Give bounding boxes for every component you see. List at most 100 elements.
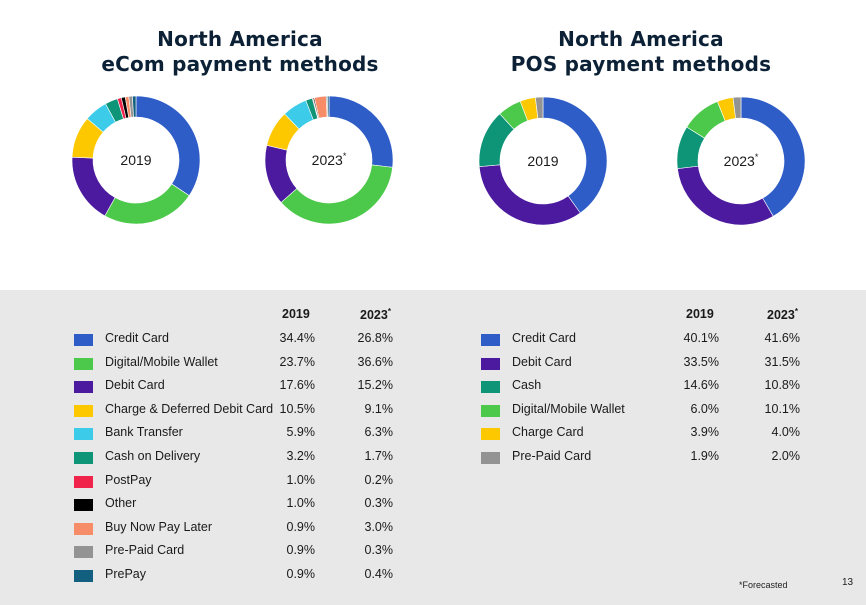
ecom-value-2023: 0.4% (364, 567, 394, 581)
ecom-value-2019: 1.0% (286, 472, 316, 487)
ecom-value-2019: 34.4% (279, 331, 315, 345)
pos-legend-swatch (481, 452, 500, 464)
pos-legend-row: Debit Card 33.5% 31.5% (481, 355, 821, 373)
ecom-2019-center-label: 2019 (120, 152, 151, 168)
ecom-legend-label: Charge & Deferred Debit Card (105, 401, 274, 416)
pos-legend-label: Debit Card (512, 354, 572, 369)
footnote: *Forecasted (739, 580, 788, 590)
ecom-legend-label: Pre-Paid Card (105, 543, 185, 558)
pos-value-2023: 4.0% (771, 425, 801, 440)
ecom-legend-row: Pre-Paid Card 0.9% 0.3% (74, 543, 414, 561)
pos-legend-table: 2019 2023* Credit Card 40.1% 41.6% Debit Card… (481, 307, 821, 507)
ecom-2019-donut: 2019 (71, 95, 201, 225)
pos-title-line1: North America (558, 27, 724, 51)
pos-2019-center-label: 2019 (527, 153, 558, 169)
pos-legend-row: Cash 14.6% 10.8% (481, 378, 821, 396)
pos-2019-donut: 2019 (478, 96, 608, 226)
ecom-value-2023: 36.6% (357, 354, 393, 369)
ecom-legend-label: Buy Now Pay Later (105, 519, 212, 534)
ecom-value-2019: 1.0% (286, 496, 316, 511)
ecom-legend-row: Charge & Deferred Debit Card 10.5% 9.1% (74, 402, 414, 420)
pos-2023-slice-debit-card (677, 165, 774, 226)
ecom-header-2019: 2019 (282, 307, 310, 321)
pos-2023-slice-credit-card (740, 96, 806, 217)
pos-title-line2: POS payment methods (510, 52, 772, 76)
ecom-value-2023: 3.0% (364, 519, 394, 534)
ecom-legend-row: Digital/Mobile Wallet 23.7% 36.6% (74, 355, 414, 373)
ecom-value-2019: 23.7% (279, 354, 315, 369)
ecom-2019-slice-debit-card (71, 156, 116, 217)
ecom-legend-label: PostPay (105, 472, 152, 487)
pos-2023-donut: 2023* (676, 96, 806, 226)
ecom-legend-label: Credit Card (105, 331, 169, 345)
pos-2019-slice-pre-paid-card (535, 96, 544, 119)
pos-legend-swatch (481, 357, 500, 370)
pos-legend-label: Cash (512, 378, 542, 393)
legend-panel (0, 290, 866, 605)
ecom-legend-swatch (74, 404, 93, 417)
ecom-value-2023: 1.7% (364, 449, 394, 463)
ecom-value-2019: 3.2% (286, 449, 316, 463)
ecom-legend-table: 2019 2023* Credit Card 34.4% 26.8% Digital/Mo… (74, 307, 414, 597)
pos-value-2019: 6.0% (690, 401, 720, 416)
ecom-legend-swatch (74, 546, 93, 559)
ecom-legend-label: Debit Card (105, 378, 165, 393)
ecom-title-line2: eCom payment methods (101, 52, 379, 76)
ecom-legend-label: PrePay (105, 567, 146, 581)
pos-value-2023: 10.1% (764, 401, 800, 416)
ecom-value-2023: 15.2% (357, 378, 393, 393)
pos-header-2019: 2019 (686, 307, 714, 321)
ecom-legend-swatch (74, 499, 93, 512)
ecom-legend-swatch (74, 522, 93, 535)
ecom-value-2023: 26.8% (357, 331, 393, 345)
pos-value-2023: 41.6% (764, 331, 800, 345)
ecom-value-2019: 0.9% (286, 567, 316, 581)
pos-value-2019: 33.5% (683, 354, 719, 369)
ecom-2019-slice-prepay (132, 95, 137, 118)
pos-2019-slice-credit-card (542, 96, 608, 214)
pos-legend-swatch (481, 334, 500, 346)
ecom-value-2019: 10.5% (279, 401, 315, 416)
pos-legend-label: Charge Card (512, 425, 584, 440)
ecom-legend-row: PrePay 0.9% 0.4% (74, 567, 414, 585)
ecom-legend-swatch (74, 381, 93, 394)
pos-value-2019: 1.9% (690, 449, 720, 463)
ecom-2023-slice-prepay (327, 95, 330, 118)
pos-legend-row: Digital/Mobile Wallet 6.0% 10.1% (481, 402, 821, 420)
pos-value-2023: 10.8% (764, 378, 800, 393)
ecom-value-2023: 0.2% (364, 472, 394, 487)
ecom-value-2019: 0.9% (286, 519, 316, 534)
ecom-2023-center-label: 2023* (312, 151, 347, 168)
pos-value-2019: 14.6% (683, 378, 719, 393)
ecom-2023-donut: 2023* (264, 95, 394, 225)
pos-legend-swatch (481, 381, 500, 394)
pos-2023-center-label: 2023* (724, 152, 759, 169)
pos-title: North America POS payment methods (461, 27, 821, 77)
ecom-2019-slice-digital-mobile-wallet (104, 183, 190, 225)
ecom-legend-swatch (74, 570, 93, 582)
ecom-value-2019: 0.9% (286, 543, 316, 558)
pos-value-2023: 31.5% (764, 354, 800, 369)
pos-legend-swatch (481, 428, 500, 441)
pos-header-2023: 2023* (767, 307, 798, 323)
pos-legend-label: Credit Card (512, 331, 576, 345)
ecom-legend-label: Other (105, 496, 137, 511)
pos-legend-label: Pre-Paid Card (512, 449, 592, 463)
pos-legend-label: Digital/Mobile Wallet (512, 401, 625, 416)
ecom-value-2023: 9.1% (364, 401, 394, 416)
ecom-legend-row: PostPay 1.0% 0.2% (74, 473, 414, 491)
ecom-legend-swatch (74, 334, 93, 346)
pos-value-2019: 3.9% (690, 425, 720, 440)
ecom-legend-swatch (74, 357, 93, 370)
ecom-value-2023: 0.3% (364, 496, 394, 511)
ecom-value-2023: 6.3% (364, 425, 394, 440)
pos-legend-row: Pre-Paid Card 1.9% 2.0% (481, 449, 821, 467)
pos-legend-row: Charge Card 3.9% 4.0% (481, 425, 821, 443)
page-number: 13 (842, 577, 854, 588)
ecom-legend-row: Bank Transfer 5.9% 6.3% (74, 425, 414, 443)
ecom-legend-row: Credit Card 34.4% 26.8% (74, 331, 414, 349)
ecom-legend-label: Bank Transfer (105, 425, 183, 440)
ecom-legend-label: Digital/Mobile Wallet (105, 354, 218, 369)
pos-legend-row: Credit Card 40.1% 41.6% (481, 331, 821, 349)
ecom-2023-slice-digital-mobile-wallet (280, 164, 393, 225)
